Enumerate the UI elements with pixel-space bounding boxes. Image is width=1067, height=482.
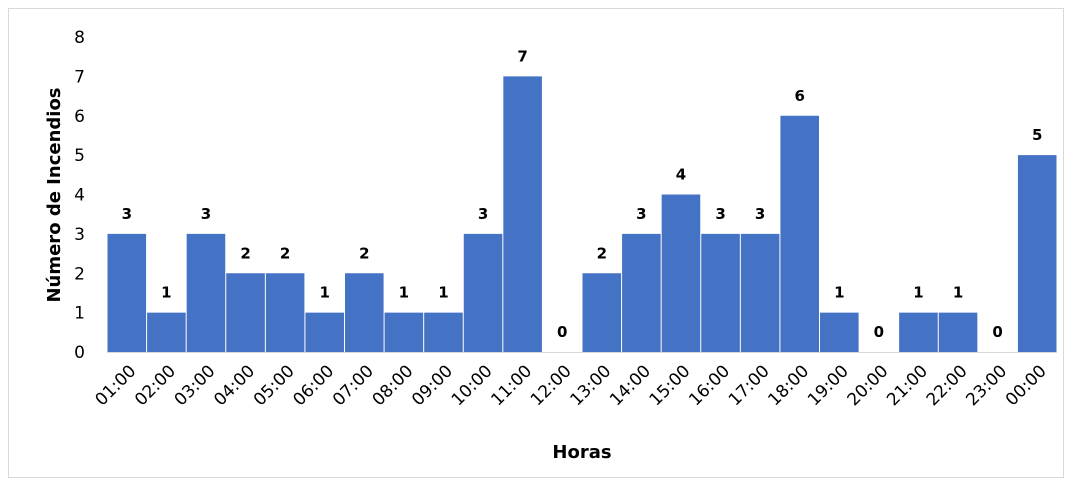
x-tick-label-10:00: 10:00 (448, 361, 497, 410)
x-tick-label-08:00: 08:00 (369, 361, 418, 410)
bar-05:00 (265, 273, 305, 352)
y-tick-label-6: 6 (74, 107, 85, 127)
bar-18:00 (780, 115, 819, 352)
bar-22:00 (938, 312, 978, 352)
x-tick-label-12:00: 12:00 (527, 361, 576, 410)
x-tick-label-04:00: 04:00 (210, 361, 259, 410)
x-tick-label-13:00: 13:00 (567, 361, 616, 410)
bar-02:00 (147, 312, 186, 352)
bar-11:00 (503, 76, 542, 352)
data-label-22:00: 1 (953, 284, 963, 302)
data-label-11:00: 7 (517, 47, 527, 65)
x-tick-label-07:00: 07:00 (329, 361, 378, 410)
x-axis-title: Horas (552, 442, 611, 463)
x-axis-ticks: 01:0002:0003:0004:0005:0006:0007:0008:00… (92, 361, 1051, 410)
y-tick-label-3: 3 (74, 225, 85, 245)
data-label-23:00: 0 (992, 323, 1002, 341)
bar-06:00 (305, 312, 344, 352)
data-label-00:00: 5 (1032, 126, 1042, 144)
x-tick-label-03:00: 03:00 (171, 361, 220, 410)
bar-04:00 (226, 273, 265, 352)
bar-21:00 (899, 312, 938, 352)
data-label-16:00: 3 (715, 205, 725, 223)
data-label-15:00: 4 (676, 166, 686, 184)
data-label-06:00: 1 (319, 284, 329, 302)
data-label-19:00: 1 (834, 284, 844, 302)
data-label-09:00: 1 (438, 284, 448, 302)
bar-15:00 (661, 194, 701, 352)
data-label-07:00: 2 (359, 244, 369, 262)
data-label-02:00: 1 (161, 284, 171, 302)
data-label-18:00: 6 (794, 87, 804, 105)
x-tick-label-09:00: 09:00 (408, 361, 457, 410)
x-tick-label-19:00: 19:00 (804, 361, 853, 410)
data-label-20:00: 0 (874, 323, 884, 341)
bar-01:00 (107, 233, 147, 352)
data-label-01:00: 3 (122, 205, 132, 223)
y-tick-label-7: 7 (74, 67, 85, 87)
data-label-04:00: 2 (240, 244, 250, 262)
data-label-14:00: 3 (636, 205, 646, 223)
x-tick-label-00:00: 00:00 (1002, 361, 1051, 410)
y-tick-label-2: 2 (74, 264, 85, 284)
x-tick-label-23:00: 23:00 (962, 361, 1011, 410)
bar-03:00 (186, 233, 226, 352)
x-tick-label-16:00: 16:00 (685, 361, 734, 410)
x-tick-label-21:00: 21:00 (883, 361, 932, 410)
y-tick-label-0: 0 (74, 343, 85, 363)
x-tick-label-20:00: 20:00 (844, 361, 893, 410)
data-label-17:00: 3 (755, 205, 765, 223)
x-tick-label-18:00: 18:00 (764, 361, 813, 410)
bar-09:00 (424, 312, 463, 352)
x-tick-label-06:00: 06:00 (289, 361, 338, 410)
data-label-03:00: 3 (201, 205, 211, 223)
y-axis-ticks: 0 1 2 3 4 5 6 7 8 (74, 28, 85, 363)
bar-16:00 (701, 233, 740, 352)
bar-08:00 (384, 312, 424, 352)
bar-13:00 (582, 273, 622, 352)
data-label-21:00: 1 (913, 284, 923, 302)
y-tick-label-4: 4 (74, 186, 85, 206)
data-label-12:00: 0 (557, 323, 567, 341)
y-tick-label-5: 5 (74, 146, 85, 166)
y-tick-label-8: 8 (74, 28, 85, 48)
data-label-10:00: 3 (478, 205, 488, 223)
x-tick-label-05:00: 05:00 (250, 361, 299, 410)
data-label-08:00: 1 (399, 284, 409, 302)
x-tick-label-14:00: 14:00 (606, 361, 655, 410)
bar-00:00 (1017, 155, 1057, 352)
data-label-05:00: 2 (280, 244, 290, 262)
x-tick-label-17:00: 17:00 (725, 361, 774, 410)
x-tick-label-01:00: 01:00 (92, 361, 141, 410)
x-tick-label-15:00: 15:00 (646, 361, 695, 410)
bar-10:00 (463, 233, 503, 352)
bar-07:00 (345, 273, 384, 352)
x-tick-label-02:00: 02:00 (131, 361, 180, 410)
y-tick-label-1: 1 (74, 304, 85, 324)
bar-19:00 (820, 312, 859, 352)
x-tick-label-11:00: 11:00 (487, 361, 536, 410)
data-labels: 3 1 3 2 2 1 2 1 1 3 7 0 2 3 4 3 3 6 1 0 1 1 0 5 (122, 47, 1043, 341)
y-axis-title: Número de Incendios (44, 87, 65, 302)
data-label-13:00: 2 (597, 244, 607, 262)
bars (107, 76, 1057, 352)
bar-14:00 (622, 233, 661, 352)
x-tick-label-22:00: 22:00 (923, 361, 972, 410)
bar-17:00 (740, 233, 780, 352)
